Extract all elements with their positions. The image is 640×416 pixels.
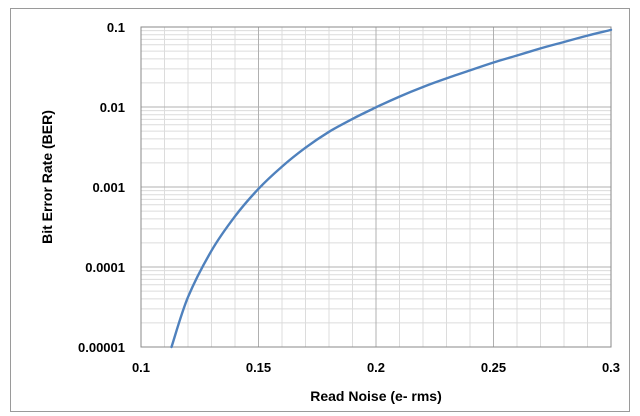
x-tick-labels: 0.1 0.15 0.2 0.25 0.3 (132, 360, 620, 375)
x-axis-title: Read Noise (e- rms) (310, 388, 441, 404)
x-tick-label: 0.25 (481, 360, 506, 375)
y-tick-labels: 0.00001 0.0001 0.001 0.01 0.1 (78, 20, 125, 355)
series-group (170, 28, 613, 349)
x-tick-label: 0.2 (367, 360, 385, 375)
chart-frame (10, 8, 630, 412)
y-axis-title: Bit Error Rate (BER) (39, 110, 55, 244)
ber-curve (170, 28, 613, 349)
x-tick-label: 0.3 (602, 360, 620, 375)
y-tick-label: 0.00001 (78, 340, 125, 355)
x-tick-label: 0.1 (132, 360, 150, 375)
y-tick-label: 0.01 (100, 100, 125, 115)
y-tick-label: 0.001 (92, 180, 125, 195)
y-tick-label: 0.0001 (85, 260, 125, 275)
x-tick-label: 0.15 (246, 360, 271, 375)
y-tick-label: 0.1 (107, 20, 125, 35)
plot-area-border (140, 26, 612, 348)
